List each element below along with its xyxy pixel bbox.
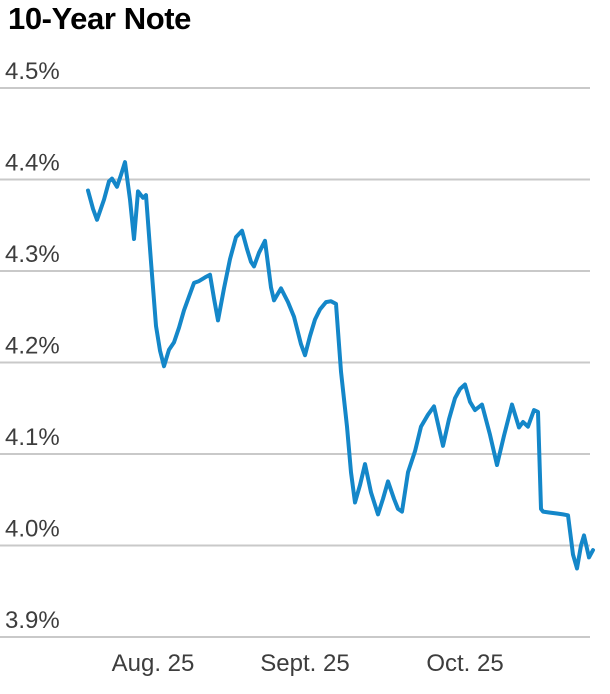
- x-axis-tick-label: Oct. 25: [426, 650, 503, 677]
- yield-line: [86, 160, 595, 571]
- x-axis-tick-label: Sept. 25: [260, 650, 349, 677]
- y-axis-tick-label: 4.4%: [5, 150, 60, 177]
- y-axis-tick-label: 4.1%: [5, 424, 60, 451]
- x-axis-tick-label: Aug. 25: [112, 650, 195, 677]
- y-axis-tick-label: 4.2%: [5, 333, 60, 360]
- chart-title: 10-Year Note: [8, 1, 192, 36]
- y-axis-tick-label: 4.3%: [5, 241, 60, 268]
- y-axis-tick-label: 4.0%: [5, 516, 60, 543]
- y-axis-tick-label: 3.9%: [5, 607, 60, 634]
- y-axis-tick-label: 4.5%: [5, 58, 60, 85]
